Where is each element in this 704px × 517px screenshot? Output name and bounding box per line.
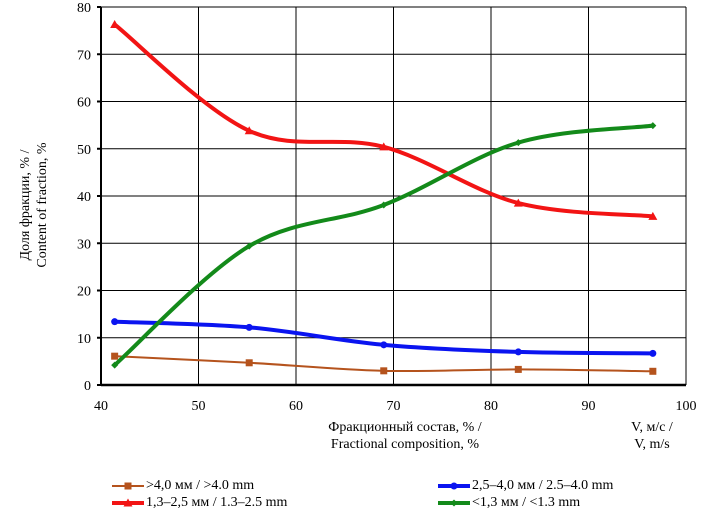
series-0 [111, 352, 657, 375]
y-tick-label: 40 [77, 190, 91, 205]
data-point-square [111, 352, 119, 360]
data-point-triangle [513, 198, 523, 207]
legend-item: 2,5–4,0 мм / 2.5–4.0 mm [438, 478, 613, 494]
y-tick-label: 60 [77, 96, 91, 111]
data-point-circle [380, 341, 388, 349]
data-point-triangle [110, 19, 120, 28]
data-point-square [649, 367, 657, 375]
series-3 [111, 122, 657, 369]
data-point-diamond [245, 242, 253, 250]
legend-label: >4,0 мм / >4.0 mm [146, 478, 255, 493]
legend-item: >4,0 мм / >4.0 mm [112, 478, 254, 494]
x-tick-label: 70 [387, 399, 401, 414]
y-tick-label: 10 [77, 332, 91, 347]
series-line [113, 22, 654, 219]
data-point-circle [649, 349, 657, 357]
legend-swatch [438, 482, 470, 490]
series-2 [110, 19, 658, 220]
data-point-triangle [244, 126, 254, 135]
x-tick-label: 40 [94, 399, 108, 414]
x-axis-label-line1: Фракционный состав, % / [328, 420, 482, 435]
x-tick-label: 60 [289, 399, 303, 414]
legend-label: <1,3 мм / <1.3 mm [472, 495, 581, 510]
data-point-triangle [648, 211, 658, 220]
x-axis-unit-label: V, м/с / V, m/s [612, 419, 692, 453]
y-tick-label: 50 [77, 143, 91, 158]
data-point-diamond [111, 361, 119, 369]
data-point-square [245, 359, 253, 367]
data-point-square [380, 367, 388, 375]
legend-item: 1,3–2,5 мм / 1.3–2.5 mm [112, 495, 287, 511]
data-point-diamond [380, 201, 388, 209]
legend-swatch [112, 498, 144, 507]
legend-item: <1,3 мм / <1.3 mm [438, 495, 580, 511]
x-axis-label: Фракционный состав, % / Fractional compo… [300, 419, 510, 453]
data-point-circle [514, 348, 522, 356]
y-tick-label: 20 [77, 285, 91, 300]
x-tick-label: 50 [192, 399, 206, 414]
y-tick-label: 80 [77, 1, 91, 16]
x-tick-label: 80 [484, 399, 498, 414]
data-point-diamond [514, 139, 522, 147]
y-tick-label: 30 [77, 237, 91, 252]
data-point-triangle [123, 498, 133, 507]
series-line [113, 123, 654, 367]
x-axis-unit-line1: V, м/с / [631, 420, 673, 435]
data-point-diamond [649, 122, 657, 130]
data-point-triangle [379, 142, 389, 151]
legend-label: 2,5–4,0 мм / 2.5–4.0 mm [472, 478, 614, 493]
y-axis-label: Доля фракции, % / Content of fraction, % [17, 105, 51, 305]
data-point-circle [245, 323, 253, 331]
data-point-square [514, 365, 522, 373]
y-axis-label-line1: Доля фракции, % / [18, 149, 33, 261]
x-axis-unit-line2: V, m/s [634, 437, 670, 452]
x-tick-label: 100 [676, 399, 697, 414]
series-1 [111, 318, 657, 357]
data-point-diamond [450, 499, 458, 507]
y-axis-label-line2: Content of fraction, % [35, 142, 50, 268]
x-axis-label-line2: Fractional composition, % [330, 437, 480, 452]
x-tick-label: 90 [582, 399, 596, 414]
data-point-square [124, 482, 132, 490]
legend-label: 1,3–2,5 мм / 1.3–2.5 mm [146, 495, 288, 510]
data-point-circle [450, 482, 458, 490]
y-tick-label: 0 [84, 379, 91, 394]
data-point-circle [111, 318, 119, 326]
legend-swatch [438, 499, 470, 507]
y-tick-label: 70 [77, 48, 91, 63]
legend-swatch [112, 482, 144, 490]
